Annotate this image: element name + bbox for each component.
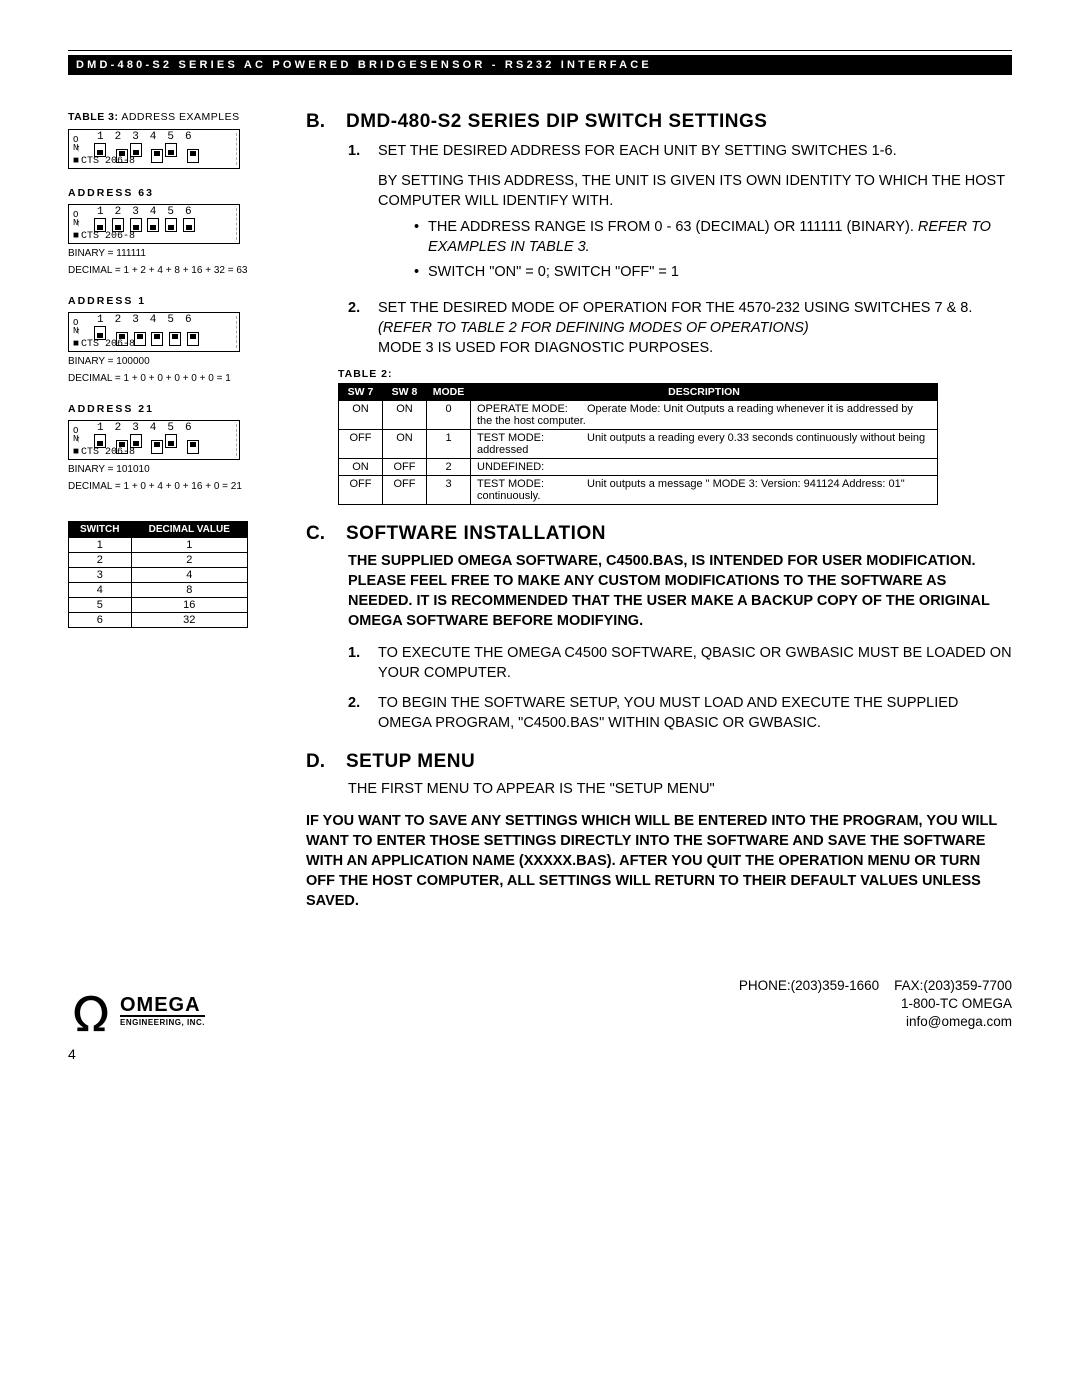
b2-text-a: SET THE DESIRED MODE OF OPERATION FOR TH…	[378, 298, 1012, 318]
content: TABLE 3: ADDRESS EXAMPLES 123456ON↑CTS 2…	[68, 111, 1012, 929]
table3-prefix: TABLE 3:	[68, 111, 118, 123]
sec-b-letter: B.	[306, 111, 328, 133]
dip-examples: 123456ON↑CTS 206-8 ADDRESS 63 123456ON↑CTS…	[68, 129, 280, 493]
b1-text-b: BY SETTING THIS ADDRESS, THE UNIT IS GIV…	[378, 171, 1012, 211]
fax: FAX:(203)359-7700	[894, 978, 1012, 993]
d-line2: IF YOU WANT TO SAVE ANY SETTINGS WHICH W…	[306, 811, 1012, 911]
calc-line: DECIMAL = 1 + 0 + 0 + 0 + 0 + 0 = 1	[68, 372, 280, 386]
footer: OMEGA ENGINEERING, INC. PHONE:(203)359-1…	[68, 977, 1012, 1032]
b1-bullet-2: SWITCH "ON" = 0; SWITCH "OFF" = 1	[414, 262, 1012, 282]
phone: PHONE:(203)359-1660	[739, 978, 879, 993]
mt-h-desc: DESCRIPTION	[471, 383, 938, 400]
dip-diagram: 123456ON↑CTS 206-8	[68, 420, 240, 460]
sec-c-letter: C.	[306, 523, 328, 545]
logo-wrap: OMEGA ENGINEERING, INC.	[68, 992, 205, 1032]
omega-icon	[68, 992, 114, 1032]
b-item-2: 2. SET THE DESIRED MODE OF OPERATION FOR…	[348, 298, 1012, 358]
right-column: B. DMD-480-S2 SERIES DIP SWITCH SETTINGS…	[306, 111, 1012, 929]
calc-line: BINARY = 100000	[68, 355, 280, 369]
table2-label: TABLE 2:	[338, 368, 1012, 380]
calc-line: BINARY = 111111	[68, 247, 280, 261]
address-label: ADDRESS 63	[68, 187, 280, 199]
b1-text-a: SET THE DESIRED ADDRESS FOR EACH UNIT BY…	[378, 141, 1012, 161]
table-row: 632	[69, 613, 248, 628]
dip-diagram: 123456ON↑CTS 206-8	[68, 204, 240, 244]
table-row: 34	[69, 568, 248, 583]
dip-diagram: 123456ON↑CTS 206-8	[68, 312, 240, 352]
d-line1: THE FIRST MENU TO APPEAR IS THE "SETUP M…	[348, 779, 1012, 799]
sec-d-title: SETUP MENU	[346, 751, 475, 773]
table-row: ONOFF2UNDEFINED:	[339, 458, 938, 475]
table-row: 48	[69, 583, 248, 598]
brand-sub: ENGINEERING, INC.	[120, 1015, 205, 1027]
b2-text-b: (REFER TO TABLE 2 FOR DEFINING MODES OF …	[378, 318, 1012, 338]
header-bar: DMD-480-S2 SERIES AC POWERED BRIDGESENSO…	[68, 55, 1012, 75]
dec-head-value: DECIMAL VALUE	[131, 522, 248, 538]
section-c: C. SOFTWARE INSTALLATION THE SUPPLIED OM…	[306, 523, 1012, 733]
c2-num: 2.	[348, 693, 366, 733]
table-row: OFFON1TEST MODE:Unit outputs a reading e…	[339, 429, 938, 458]
table-row: 11	[69, 538, 248, 553]
table-row: 516	[69, 598, 248, 613]
c1-num: 1.	[348, 643, 366, 683]
c-item-1: 1. TO EXECUTE THE OMEGA C4500 SOFTWARE, …	[348, 643, 1012, 683]
table2-wrap: TABLE 2: SW 7 SW 8 MODE DESCRIPTION ONON…	[338, 368, 1012, 505]
dec-head-switch: SWITCH	[69, 522, 132, 538]
left-column: TABLE 3: ADDRESS EXAMPLES 123456ON↑CTS 2…	[68, 111, 280, 929]
table3-suffix: ADDRESS EXAMPLES	[121, 111, 239, 123]
c-item-2: 2. TO BEGIN THE SOFTWARE SETUP, YOU MUST…	[348, 693, 1012, 733]
b-item-1: 1. SET THE DESIRED ADDRESS FOR EACH UNIT…	[348, 141, 1012, 288]
address-label: ADDRESS 1	[68, 295, 280, 307]
sec-d-letter: D.	[306, 751, 328, 773]
b1-bullet-1: THE ADDRESS RANGE IS FROM 0 - 63 (DECIMA…	[414, 217, 1012, 258]
calc-line: DECIMAL = 1 + 0 + 4 + 0 + 16 + 0 = 21	[68, 480, 280, 494]
top-rule	[68, 50, 1012, 51]
logo-text: OMEGA ENGINEERING, INC.	[120, 996, 205, 1027]
c1-text: TO EXECUTE THE OMEGA C4500 SOFTWARE, QBA…	[378, 643, 1012, 683]
b1-num: 1.	[348, 141, 366, 288]
address-label: ADDRESS 21	[68, 403, 280, 415]
mt-h-mode: MODE	[427, 383, 471, 400]
calc-line: DECIMAL = 1 + 2 + 4 + 8 + 16 + 32 = 63	[68, 264, 280, 278]
email: info@omega.com	[739, 1013, 1012, 1031]
table-row: 22	[69, 553, 248, 568]
b2-text-c: MODE 3 IS USED FOR DIAGNOSTIC PURPOSES.	[378, 338, 1012, 358]
mode-table: SW 7 SW 8 MODE DESCRIPTION ONON0OPERATE …	[338, 383, 938, 505]
table3-label: TABLE 3: ADDRESS EXAMPLES	[68, 111, 280, 123]
dip-diagram: 123456ON↑CTS 206-8	[68, 129, 240, 169]
c-intro: THE SUPPLIED OMEGA SOFTWARE, C4500.BAS, …	[348, 551, 1012, 631]
mt-h-sw8: SW 8	[383, 383, 427, 400]
b2-num: 2.	[348, 298, 366, 358]
c2-text: TO BEGIN THE SOFTWARE SETUP, YOU MUST LO…	[378, 693, 1012, 733]
table-row: OFFOFF3TEST MODE:Unit outputs a message …	[339, 475, 938, 504]
page-number: 4	[68, 1046, 1012, 1062]
page: DMD-480-S2 SERIES AC POWERED BRIDGESENSO…	[0, 0, 1080, 1082]
sec-c-title: SOFTWARE INSTALLATION	[346, 523, 606, 545]
b1-bullet-1a: THE ADDRESS RANGE IS FROM 0 - 63 (DECIMA…	[428, 219, 918, 235]
sec-b-title: DMD-480-S2 SERIES DIP SWITCH SETTINGS	[346, 111, 767, 133]
decimal-value-table: SWITCH DECIMAL VALUE 11223448516632	[68, 521, 248, 628]
mt-h-sw7: SW 7	[339, 383, 383, 400]
contact: PHONE:(203)359-1660 FAX:(203)359-7700 1-…	[739, 977, 1012, 1032]
section-d: D. SETUP MENU THE FIRST MENU TO APPEAR I…	[306, 751, 1012, 911]
table-row: ONON0OPERATE MODE:Operate Mode: Unit Out…	[339, 400, 938, 429]
section-b: B. DMD-480-S2 SERIES DIP SWITCH SETTINGS…	[306, 111, 1012, 505]
calc-line: BINARY = 101010	[68, 463, 280, 477]
brand: OMEGA	[120, 996, 205, 1015]
tollfree: 1-800-TC OMEGA	[739, 995, 1012, 1013]
